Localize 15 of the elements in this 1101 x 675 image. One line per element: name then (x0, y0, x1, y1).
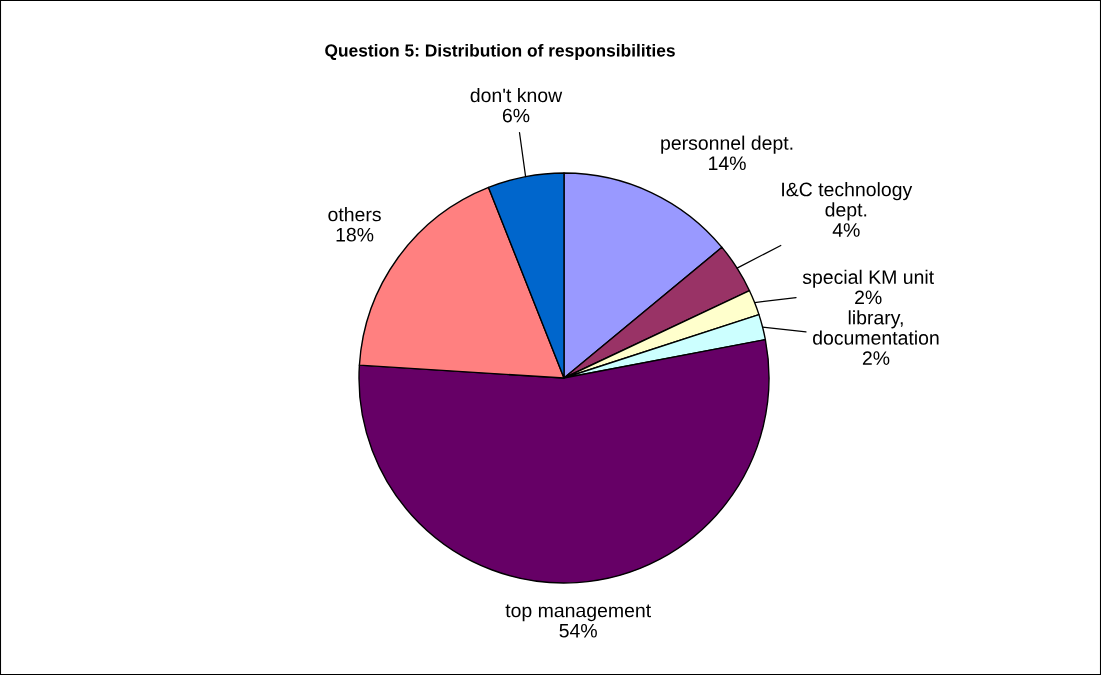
slice-label: I&C technology dept. (782, 182, 913, 221)
data-label: 54% (559, 623, 597, 638)
data-label: 18% (336, 227, 374, 242)
slice-label: personnel dept. (661, 135, 793, 154)
data-label: 4% (832, 223, 860, 237)
data-label: 2% (862, 351, 890, 365)
slice-label: special KM unit (802, 269, 934, 288)
slice-label: don't know (470, 87, 563, 103)
slice-label: library, documentation (813, 310, 939, 345)
slice-label: others (328, 207, 381, 222)
slice-label: top management (505, 604, 651, 622)
data-label: 2% (855, 290, 882, 305)
chart-title: Question 5: Distribution of responsibilities (325, 43, 675, 61)
data-label: 14% (709, 156, 746, 171)
data-label: 6% (502, 108, 530, 123)
